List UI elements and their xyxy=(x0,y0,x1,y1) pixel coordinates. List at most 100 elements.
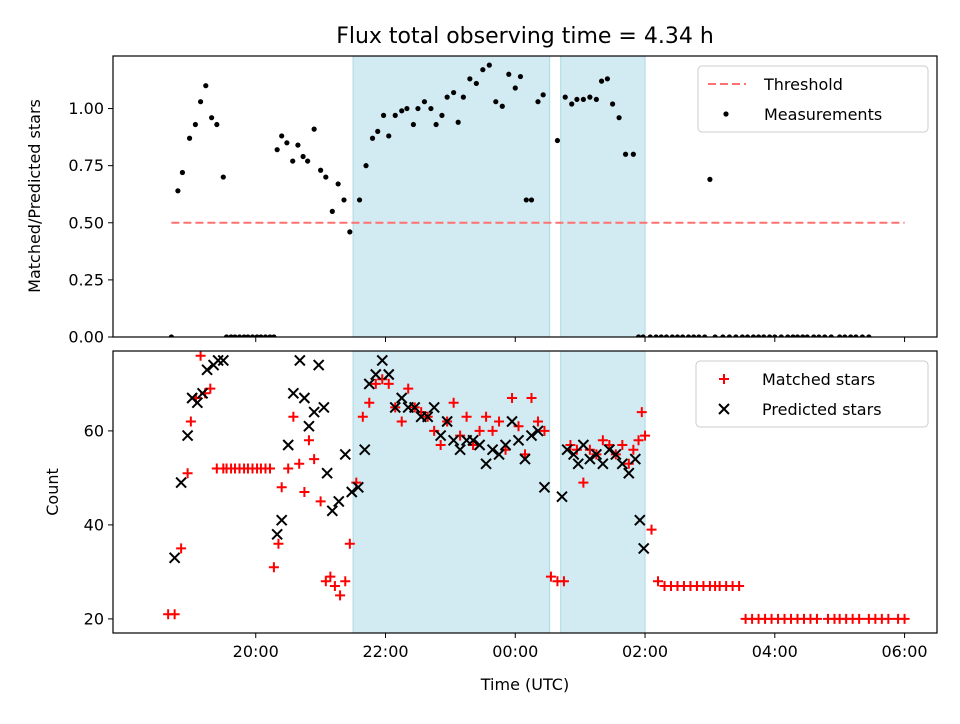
measurement-point xyxy=(197,99,204,105)
measurement-point xyxy=(305,158,311,164)
matched-star-point xyxy=(340,576,351,587)
measurement-point xyxy=(778,334,784,337)
matched-star-point xyxy=(646,524,657,535)
measurement-point xyxy=(755,334,762,337)
y-tick-label: 1.00 xyxy=(68,99,104,118)
predicted-star-point xyxy=(408,401,421,414)
predicted-star-point xyxy=(480,458,492,470)
measurement-point xyxy=(175,188,181,194)
measurement-point xyxy=(421,99,428,105)
predicted-star-point xyxy=(623,467,635,479)
measurement-point xyxy=(790,334,796,337)
measurement-point xyxy=(241,334,247,337)
predicted-star-point xyxy=(532,425,544,437)
measurement-point xyxy=(274,147,280,153)
measurement-point xyxy=(254,334,260,337)
measurement-point xyxy=(580,96,586,103)
matched-star-point xyxy=(283,463,294,474)
measurement-point xyxy=(428,105,434,112)
predicted-star-point xyxy=(493,448,505,461)
predicted-star-point xyxy=(271,528,283,541)
matched-star-point xyxy=(429,425,440,436)
legend-label: Predicted stars xyxy=(762,400,882,419)
measurement-point xyxy=(523,197,529,203)
plot-area xyxy=(163,351,910,624)
legend-box xyxy=(697,65,929,133)
x-tick-label: 02:00 xyxy=(622,642,668,661)
predicted-star-point xyxy=(181,429,194,442)
matched-star-point xyxy=(315,496,326,507)
measurement-point xyxy=(828,334,834,337)
measurement-point xyxy=(702,334,708,337)
predicted-star-point xyxy=(610,448,622,461)
matched-star-point xyxy=(325,571,336,582)
measurement-point xyxy=(318,167,324,173)
measurement-point xyxy=(859,334,865,337)
measurement-point xyxy=(262,334,269,337)
predicted-star-point xyxy=(275,514,288,526)
measurement-point xyxy=(535,99,541,105)
legend-label: Measurements xyxy=(764,105,882,124)
predicted-star-point xyxy=(434,429,447,442)
measurement-point xyxy=(486,62,492,68)
predicted-star-point xyxy=(294,354,306,367)
axes-frame xyxy=(112,350,938,634)
measurement-point xyxy=(866,334,872,337)
legend-label: Threshold xyxy=(763,75,843,94)
measurement-point xyxy=(249,334,256,337)
measurement-point xyxy=(653,334,659,337)
predicted-star-point xyxy=(376,354,388,367)
measurement-point xyxy=(853,334,859,337)
matched-star-point xyxy=(481,411,492,422)
predicted-star-point xyxy=(212,354,224,367)
measurement-point xyxy=(604,76,611,82)
predicted-star-point xyxy=(282,439,294,451)
measurement-point xyxy=(669,334,675,337)
matched-star-point xyxy=(854,613,865,624)
measurement-point xyxy=(444,94,450,100)
measurement-point xyxy=(392,112,398,118)
matched-star-point xyxy=(487,425,498,436)
matched-star-point xyxy=(539,425,550,436)
measurement-point xyxy=(480,67,486,73)
measurement-point xyxy=(415,105,421,112)
matched-star-point xyxy=(265,463,276,474)
measurement-point xyxy=(630,151,636,157)
measurement-point xyxy=(517,73,524,80)
measurement-point xyxy=(179,169,186,176)
predicted-star-point xyxy=(538,481,551,494)
measurement-point xyxy=(203,83,209,89)
measurement-point xyxy=(712,334,718,337)
predicted-star-point xyxy=(454,443,466,456)
matched-star-point xyxy=(182,468,193,479)
legend-matched-swatch xyxy=(719,374,729,384)
predicted-star-point xyxy=(428,401,440,414)
measurement-point xyxy=(593,96,599,103)
predicted-star-point xyxy=(556,490,568,503)
measurement-point xyxy=(347,229,353,235)
measurement-point xyxy=(267,334,273,337)
matched-star-point xyxy=(811,613,822,624)
measurement-point xyxy=(800,334,806,337)
measurement-point xyxy=(811,334,817,337)
measurement-point xyxy=(674,334,681,337)
matched-star-point xyxy=(653,576,664,587)
measurement-point xyxy=(804,334,810,337)
predicted-star-point xyxy=(303,420,315,432)
predicted-star-point xyxy=(441,415,453,428)
matched-star-point xyxy=(532,416,543,427)
predicted-star-point xyxy=(217,354,230,367)
predicted-star-point xyxy=(525,429,538,442)
measurement-point xyxy=(658,334,664,337)
measurement-point xyxy=(609,101,616,107)
matched-star-point xyxy=(377,374,388,385)
y-tick-label: 0.25 xyxy=(68,270,104,289)
matched-star-point xyxy=(364,397,375,408)
predicted-star-point xyxy=(629,453,642,465)
predicted-star-point xyxy=(577,439,590,451)
matched-star-point xyxy=(494,416,505,427)
measurement-point xyxy=(356,197,363,203)
measurement-point xyxy=(901,0,906,3)
measurement-point xyxy=(467,76,473,82)
matched-star-point xyxy=(268,562,279,573)
